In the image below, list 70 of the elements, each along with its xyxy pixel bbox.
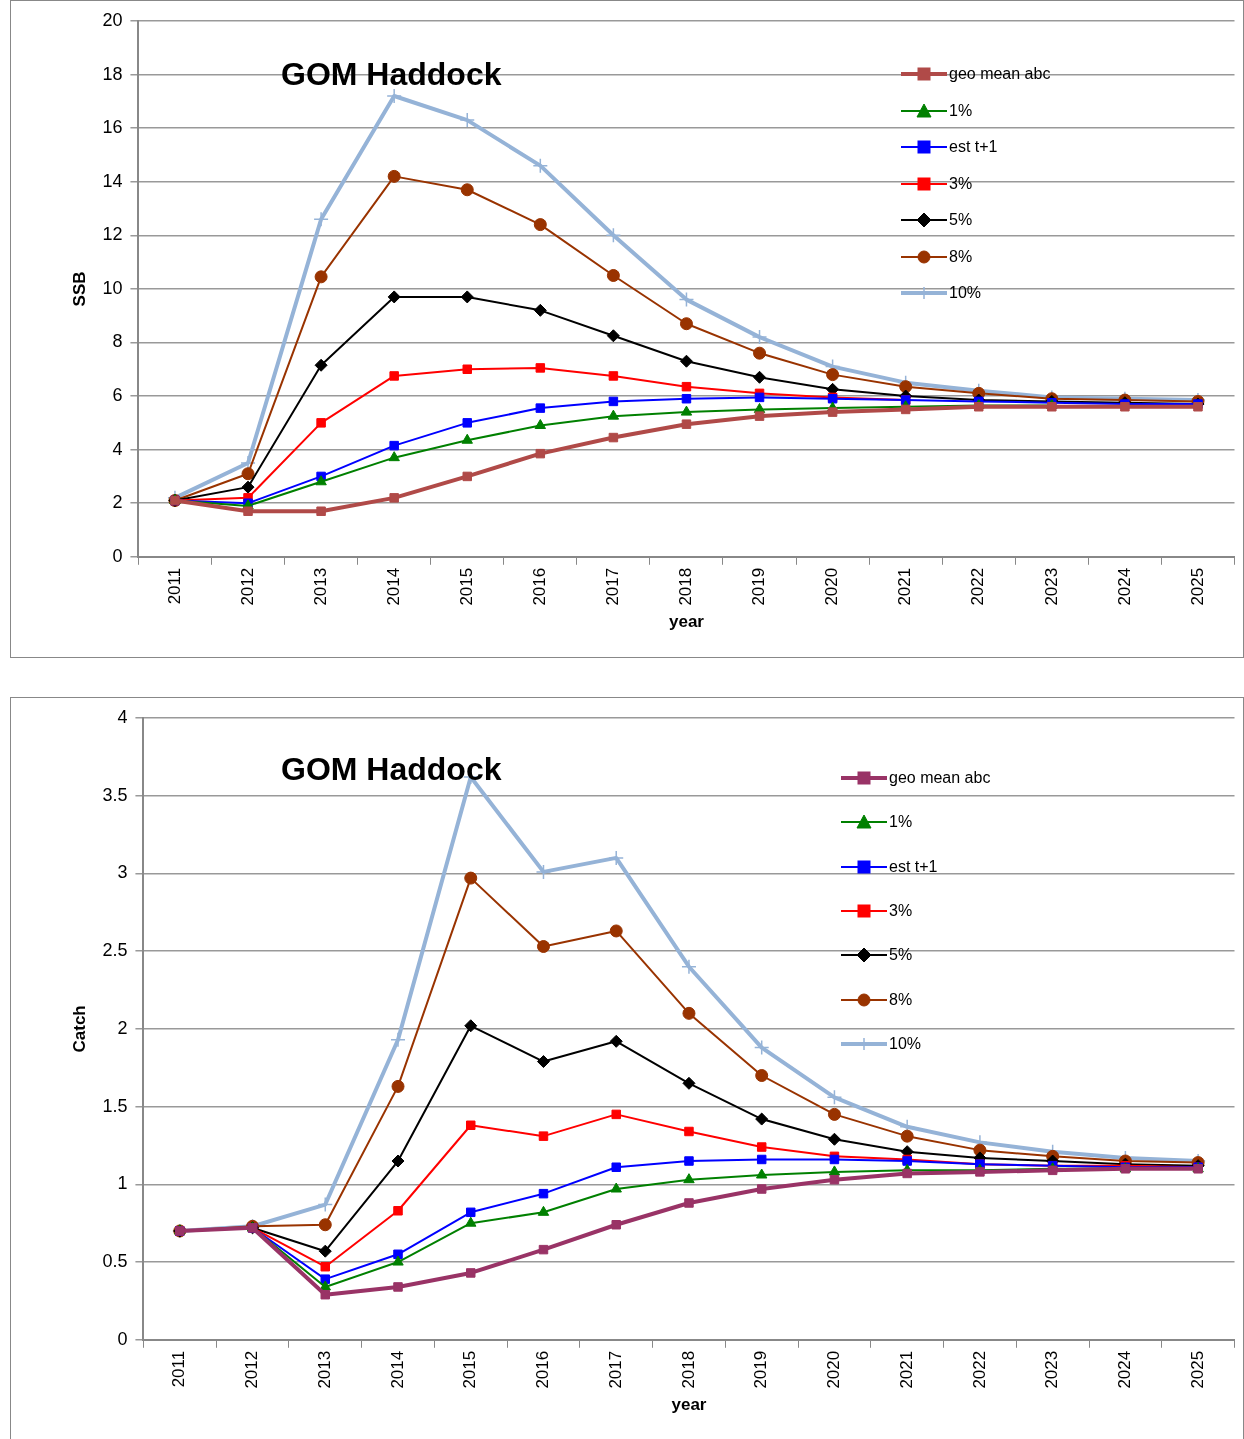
legend-label: 5%: [949, 211, 973, 230]
x-tick-label: 2022: [969, 1350, 989, 1389]
x-tick-label: 2012: [237, 567, 257, 606]
x-tick-label: 2016: [533, 1350, 553, 1389]
legend-label: est t+1: [949, 138, 998, 157]
legend-label: 10%: [949, 284, 982, 303]
x-tick-label: 2018: [678, 1350, 698, 1389]
y-tick-label: 3: [117, 862, 128, 883]
x-tick-label: 2023: [1041, 567, 1061, 606]
y-tick-label: 2.5: [102, 940, 128, 961]
x-tick-label: 2020: [824, 1350, 844, 1389]
x-tick-label: 2020: [822, 567, 842, 606]
legend-label: 10%: [889, 1034, 922, 1053]
y-tick-label: 1: [117, 1173, 128, 1194]
y-tick-label: 3.5: [102, 784, 128, 805]
y-axis-title: SSB: [69, 271, 89, 307]
x-tick-label: 2015: [460, 1350, 480, 1389]
x-tick-label: 2017: [605, 1350, 625, 1389]
x-tick-label: 2012: [242, 1350, 262, 1389]
legend-label: 1%: [949, 101, 973, 120]
x-tick-label: 2019: [751, 1350, 771, 1389]
y-tick-label: 8: [112, 331, 123, 352]
x-tick-label: 2015: [456, 567, 476, 606]
x-axis-title: year: [668, 612, 705, 632]
x-tick-label: 2013: [310, 567, 330, 606]
y-tick-label: 20: [102, 9, 123, 30]
legend-label: 8%: [949, 247, 973, 266]
x-tick-label: 2011: [169, 1350, 189, 1388]
x-tick-label: 2017: [603, 567, 623, 606]
text: GOM Haddock: [281, 56, 502, 93]
x-tick-label: 2014: [383, 567, 403, 606]
y-tick-label: 2: [112, 492, 123, 513]
text: GOM Haddock: [281, 751, 502, 788]
legend-label: geo mean abc: [949, 65, 1051, 84]
y-tick-label: 0: [112, 545, 123, 566]
x-tick-label: 2018: [676, 567, 696, 606]
legend-label: 1%: [889, 813, 913, 832]
x-tick-label: 2022: [968, 567, 988, 606]
y-tick-label: 14: [102, 170, 123, 191]
y-tick-label: 18: [102, 63, 123, 84]
legend-label: est t+1: [889, 857, 938, 876]
legend-label: 8%: [889, 990, 913, 1009]
x-tick-label: 2024: [1114, 567, 1134, 606]
x-tick-label: 2021: [895, 567, 915, 606]
x-tick-label: 2019: [749, 567, 769, 606]
x-tick-label: 2014: [387, 1350, 407, 1389]
y-tick-label: 4: [112, 438, 123, 459]
x-tick-label: 2023: [1042, 1350, 1062, 1389]
y-tick-label: 0: [117, 1328, 128, 1349]
legend-label: 3%: [949, 174, 973, 193]
y-tick-label: 16: [102, 117, 123, 138]
legend-label: 3%: [889, 902, 913, 921]
y-tick-label: 2: [117, 1017, 128, 1038]
y-tick-label: 6: [112, 385, 123, 406]
x-tick-label: 2021: [896, 1350, 916, 1389]
y-tick-label: 1.5: [102, 1095, 128, 1116]
x-tick-label: 2024: [1115, 1350, 1135, 1389]
legend-label: 5%: [889, 946, 913, 965]
y-tick-label: 12: [102, 224, 123, 245]
x-axis-title: year: [671, 1395, 707, 1415]
x-tick-label: 2013: [314, 1350, 334, 1389]
x-tick-label: 2025: [1187, 1350, 1207, 1389]
y-tick-label: 10: [102, 277, 123, 298]
y-axis-title: Catch: [69, 1005, 89, 1053]
legend-label: geo mean abc: [889, 769, 991, 788]
x-tick-label: 2025: [1187, 567, 1207, 606]
x-tick-label: 2016: [530, 567, 549, 606]
x-tick-label: 2011: [164, 567, 184, 605]
y-tick-label: 4: [117, 706, 128, 727]
y-tick-label: 0.5: [102, 1251, 128, 1272]
